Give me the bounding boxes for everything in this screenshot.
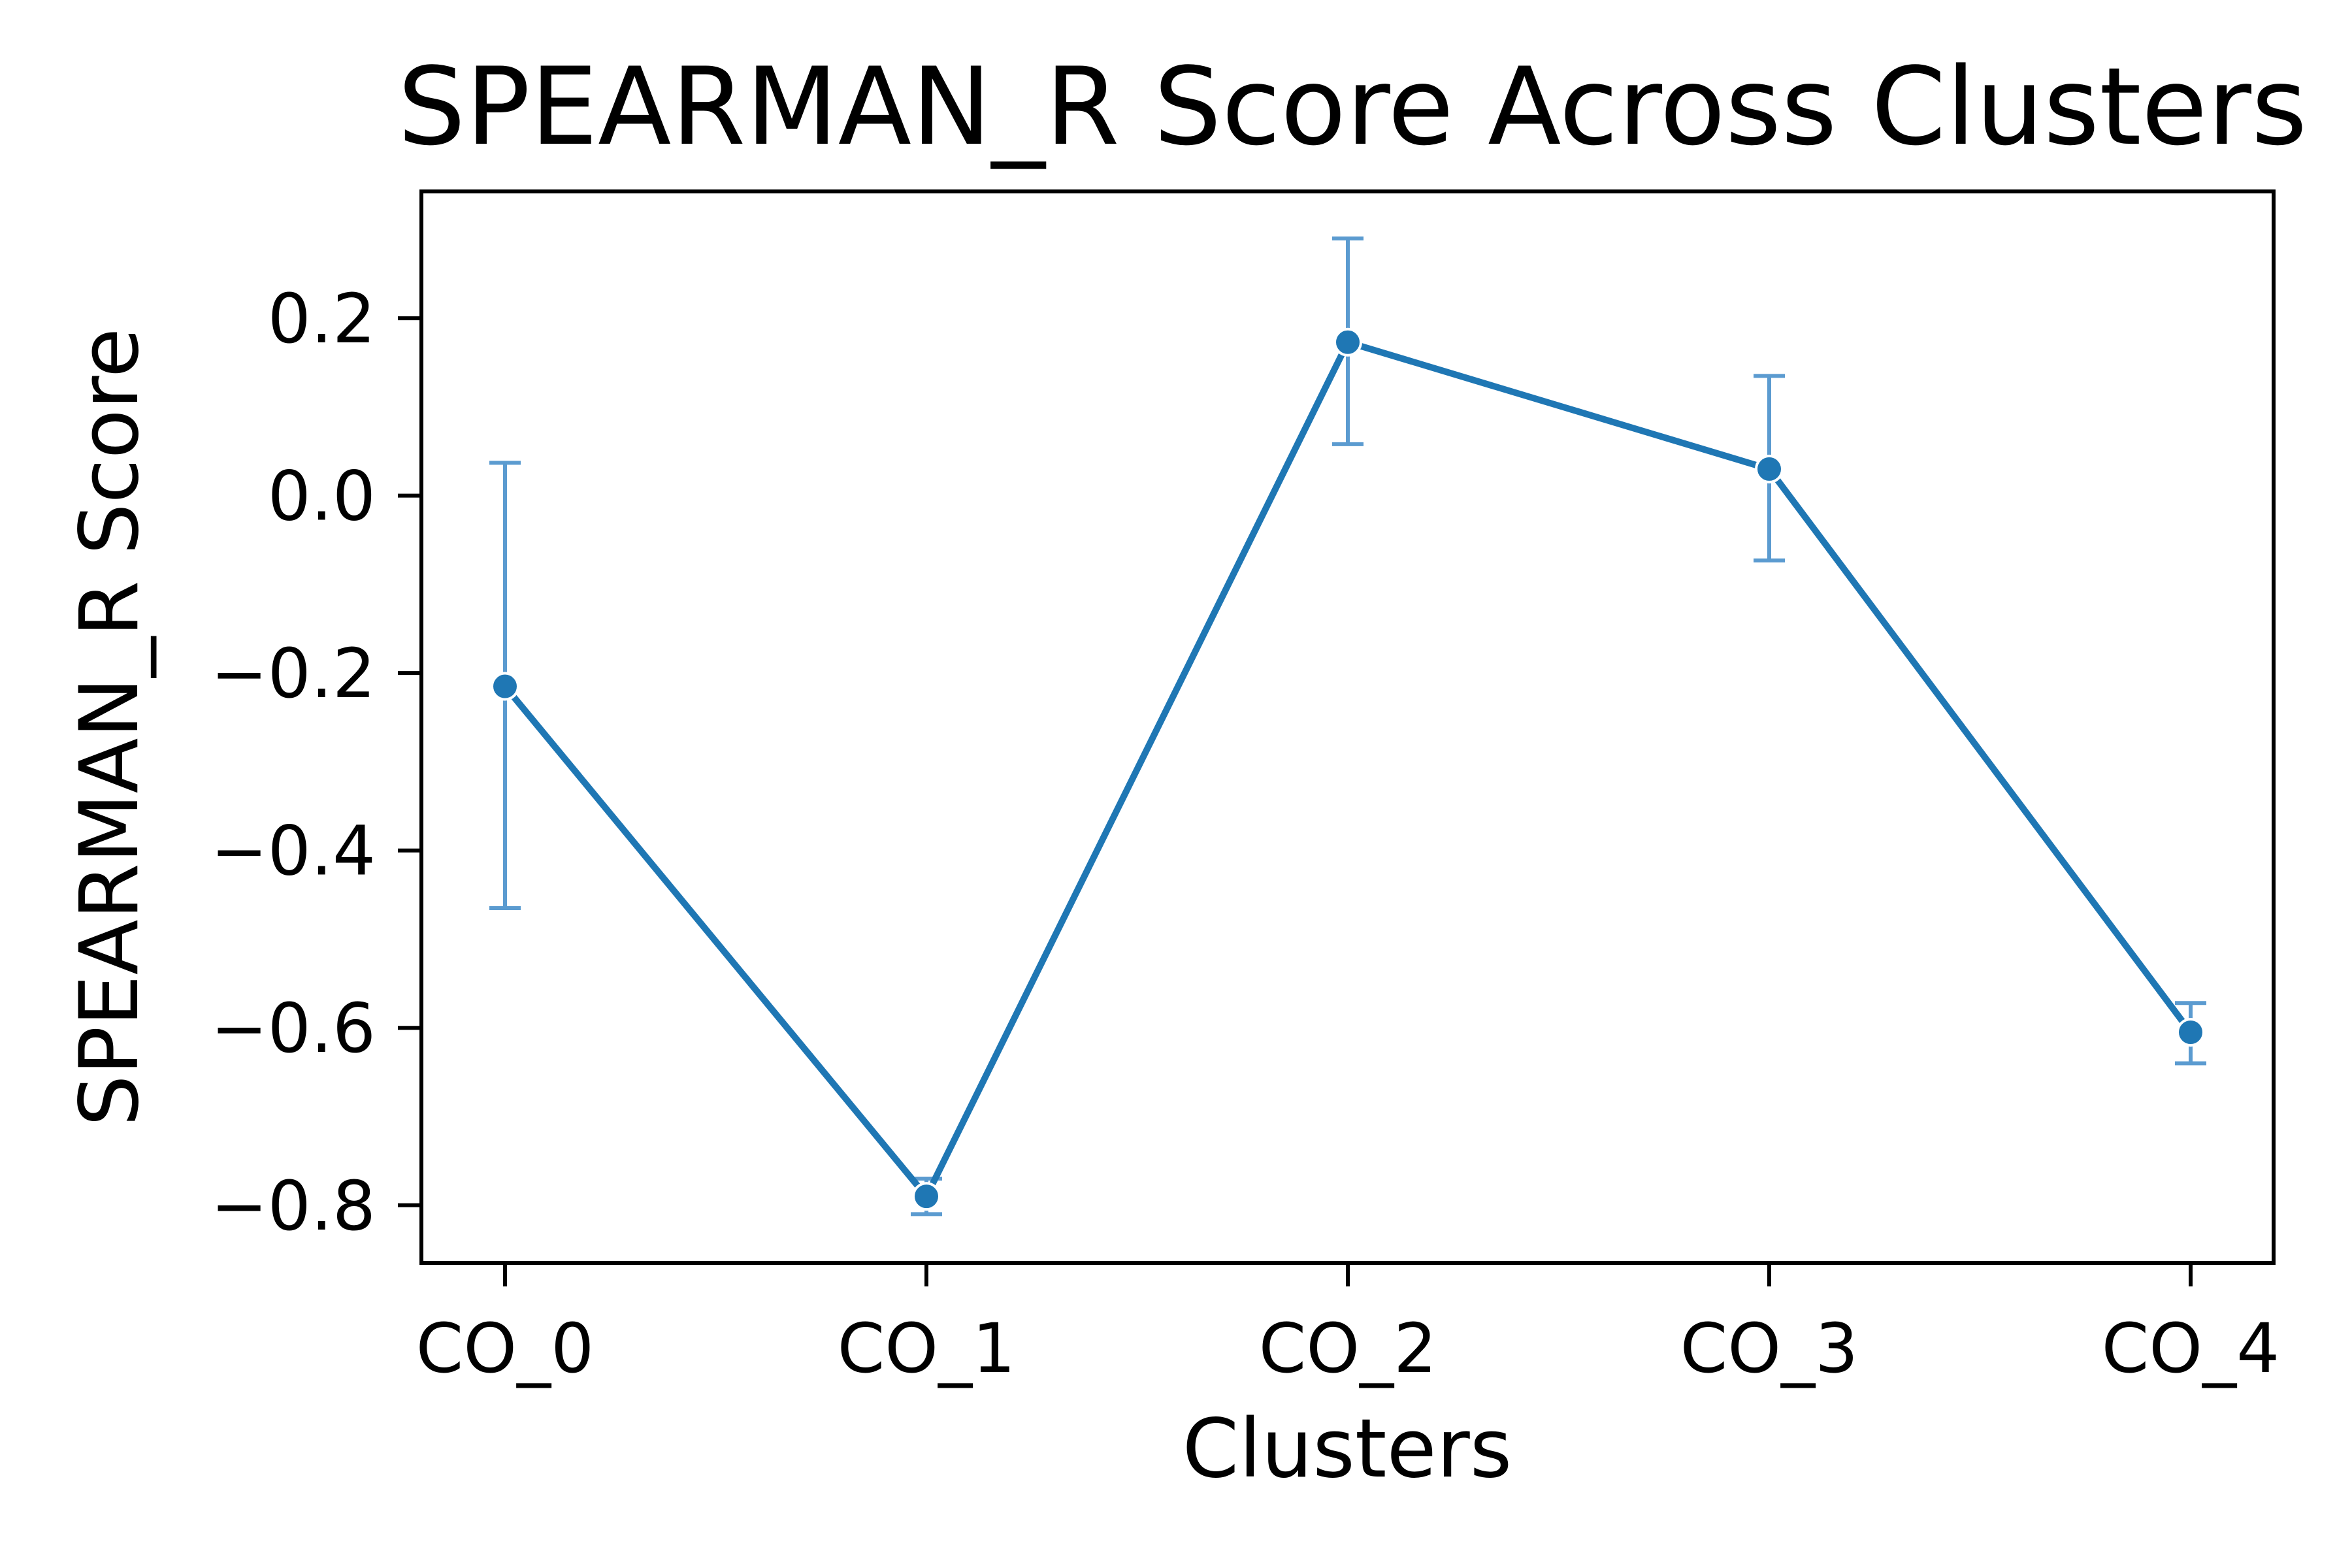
- y-axis-label: SPEARMAN_R Score: [63, 328, 157, 1126]
- chart-title: SPEARMAN_R Score Across Clusters: [398, 44, 2308, 169]
- data-point: [1755, 454, 1784, 483]
- y-tick-label: 0.0: [268, 457, 376, 536]
- data-point: [2176, 1018, 2205, 1047]
- x-axis-ticks: CO_0 CO_1 CO_2 CO_3 CO_4: [416, 1263, 2280, 1388]
- y-tick-label: −0.4: [210, 811, 376, 891]
- x-axis-label: Clusters: [1183, 1402, 1512, 1496]
- x-tick-label: CO_3: [1680, 1309, 1859, 1388]
- data-point: [1333, 327, 1362, 357]
- y-tick-label: −0.2: [210, 634, 376, 713]
- y-tick-label: 0.2: [268, 279, 376, 359]
- x-tick-label: CO_0: [416, 1309, 595, 1388]
- y-axis-ticks: 0.2 0.0 −0.2 −0.4 −0.6 −0.8: [210, 279, 421, 1246]
- x-tick-label: CO_1: [838, 1309, 1016, 1388]
- data-point: [912, 1182, 941, 1211]
- y-tick-label: −0.6: [210, 988, 376, 1068]
- x-tick-label: CO_2: [1259, 1309, 1437, 1388]
- plot-area: [489, 236, 2206, 1217]
- y-tick-label: −0.8: [210, 1166, 376, 1246]
- data-point: [491, 672, 519, 701]
- x-tick-label: CO_4: [2102, 1309, 2280, 1388]
